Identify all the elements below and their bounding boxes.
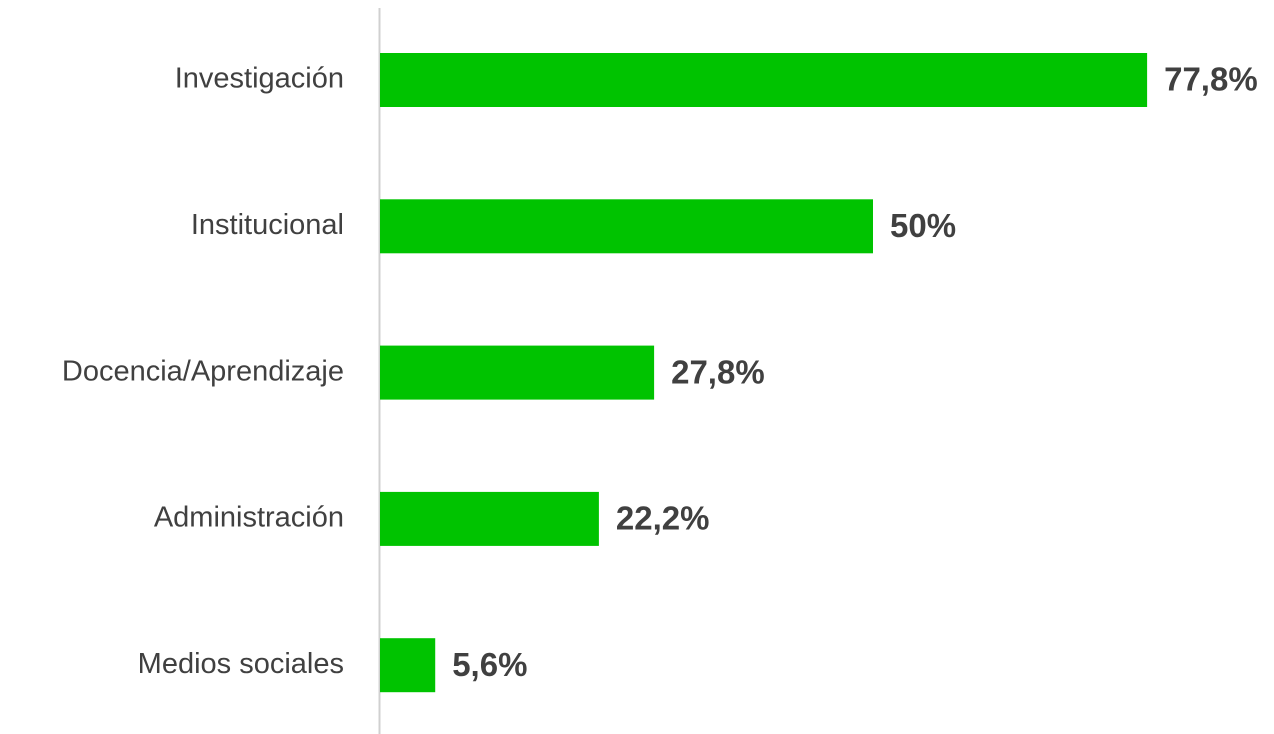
value-label: 27,8% — [671, 353, 765, 390]
value-label: 5,6% — [452, 646, 527, 683]
bar — [380, 199, 873, 254]
bar — [380, 638, 436, 693]
category-label: Medios sociales — [138, 648, 344, 680]
category-label: Institucional — [191, 209, 344, 241]
category-label: Docencia/Aprendizaje — [62, 355, 344, 387]
category-label: Administración — [154, 502, 344, 534]
bar — [380, 53, 1148, 107]
bar — [380, 491, 599, 546]
value-label: 77,8% — [1164, 61, 1258, 98]
value-label: 50% — [890, 207, 956, 244]
value-label: 22,2% — [616, 500, 710, 537]
category-label: Investigación — [175, 63, 344, 95]
bar — [380, 345, 655, 400]
